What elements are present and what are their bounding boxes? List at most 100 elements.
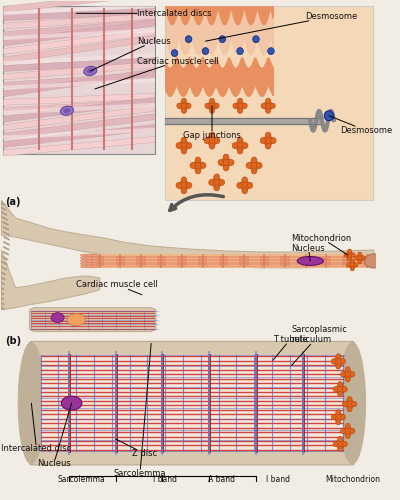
Circle shape bbox=[266, 108, 271, 114]
Circle shape bbox=[266, 98, 271, 103]
Circle shape bbox=[195, 157, 201, 163]
Circle shape bbox=[336, 384, 344, 394]
Circle shape bbox=[214, 103, 219, 108]
Text: A band: A band bbox=[208, 474, 235, 484]
Polygon shape bbox=[1, 200, 374, 268]
Circle shape bbox=[181, 98, 186, 103]
FancyBboxPatch shape bbox=[86, 254, 374, 268]
Text: Nucleus: Nucleus bbox=[292, 244, 325, 261]
FancyBboxPatch shape bbox=[260, 256, 269, 266]
Circle shape bbox=[205, 103, 210, 108]
Circle shape bbox=[218, 160, 224, 166]
Polygon shape bbox=[3, 68, 155, 97]
Circle shape bbox=[350, 372, 355, 377]
Polygon shape bbox=[3, 136, 155, 156]
Ellipse shape bbox=[297, 256, 323, 266]
Circle shape bbox=[342, 402, 348, 407]
Circle shape bbox=[344, 426, 352, 436]
Ellipse shape bbox=[67, 314, 86, 326]
Circle shape bbox=[181, 177, 187, 183]
Circle shape bbox=[210, 98, 214, 103]
Circle shape bbox=[265, 143, 271, 149]
Polygon shape bbox=[3, 62, 155, 80]
Polygon shape bbox=[3, 100, 155, 114]
Circle shape bbox=[185, 36, 192, 43]
Circle shape bbox=[210, 108, 214, 114]
Circle shape bbox=[348, 249, 352, 253]
Circle shape bbox=[223, 165, 229, 171]
Circle shape bbox=[237, 182, 242, 188]
Text: Intercalated discs: Intercalated discs bbox=[76, 9, 212, 18]
Circle shape bbox=[247, 182, 253, 188]
Ellipse shape bbox=[80, 260, 87, 262]
Ellipse shape bbox=[86, 260, 93, 262]
Ellipse shape bbox=[18, 342, 44, 464]
Circle shape bbox=[180, 102, 188, 110]
FancyBboxPatch shape bbox=[116, 256, 125, 266]
Ellipse shape bbox=[92, 265, 98, 268]
Circle shape bbox=[181, 137, 187, 143]
Ellipse shape bbox=[87, 68, 94, 73]
Circle shape bbox=[270, 138, 276, 143]
Ellipse shape bbox=[80, 262, 87, 265]
Circle shape bbox=[354, 263, 358, 267]
Circle shape bbox=[336, 420, 341, 424]
Circle shape bbox=[253, 36, 259, 43]
Circle shape bbox=[331, 414, 336, 420]
Ellipse shape bbox=[86, 257, 93, 260]
Polygon shape bbox=[3, 20, 155, 46]
Text: Sarcolemma: Sarcolemma bbox=[114, 344, 166, 478]
Circle shape bbox=[348, 256, 352, 261]
Circle shape bbox=[336, 410, 341, 415]
FancyBboxPatch shape bbox=[30, 342, 354, 465]
Circle shape bbox=[350, 428, 355, 434]
Circle shape bbox=[242, 142, 248, 148]
Circle shape bbox=[200, 162, 206, 168]
Circle shape bbox=[232, 142, 238, 148]
Polygon shape bbox=[3, 28, 155, 40]
FancyBboxPatch shape bbox=[95, 256, 104, 266]
Polygon shape bbox=[3, 103, 155, 115]
Circle shape bbox=[333, 386, 338, 392]
Polygon shape bbox=[3, 105, 155, 130]
Circle shape bbox=[256, 162, 262, 168]
Text: Cardiac muscle cell: Cardiac muscle cell bbox=[95, 56, 219, 89]
Text: (a): (a) bbox=[5, 197, 21, 207]
Circle shape bbox=[219, 36, 226, 43]
Circle shape bbox=[342, 441, 348, 446]
Circle shape bbox=[350, 259, 354, 263]
Circle shape bbox=[345, 424, 350, 429]
Ellipse shape bbox=[364, 254, 383, 268]
Circle shape bbox=[260, 138, 266, 143]
Circle shape bbox=[212, 178, 221, 188]
Circle shape bbox=[265, 132, 271, 138]
Circle shape bbox=[350, 266, 354, 271]
Circle shape bbox=[250, 160, 259, 170]
FancyBboxPatch shape bbox=[41, 356, 343, 451]
Circle shape bbox=[333, 441, 338, 446]
Circle shape bbox=[347, 406, 352, 412]
Circle shape bbox=[338, 436, 343, 442]
Circle shape bbox=[270, 103, 275, 108]
Polygon shape bbox=[3, 114, 155, 139]
Circle shape bbox=[345, 433, 350, 438]
Circle shape bbox=[345, 366, 350, 372]
Circle shape bbox=[354, 256, 358, 260]
Polygon shape bbox=[3, 20, 155, 38]
Circle shape bbox=[186, 103, 191, 108]
FancyBboxPatch shape bbox=[157, 256, 166, 266]
Circle shape bbox=[346, 252, 353, 258]
Circle shape bbox=[209, 143, 215, 149]
Circle shape bbox=[236, 102, 244, 110]
Text: T tubule: T tubule bbox=[273, 335, 308, 360]
Circle shape bbox=[352, 402, 357, 407]
Circle shape bbox=[195, 168, 201, 174]
Circle shape bbox=[362, 256, 366, 260]
Ellipse shape bbox=[86, 262, 93, 265]
Ellipse shape bbox=[92, 257, 98, 260]
Polygon shape bbox=[3, 93, 155, 106]
Circle shape bbox=[340, 428, 346, 434]
Circle shape bbox=[338, 392, 343, 397]
FancyBboxPatch shape bbox=[342, 256, 352, 266]
Circle shape bbox=[351, 253, 355, 257]
